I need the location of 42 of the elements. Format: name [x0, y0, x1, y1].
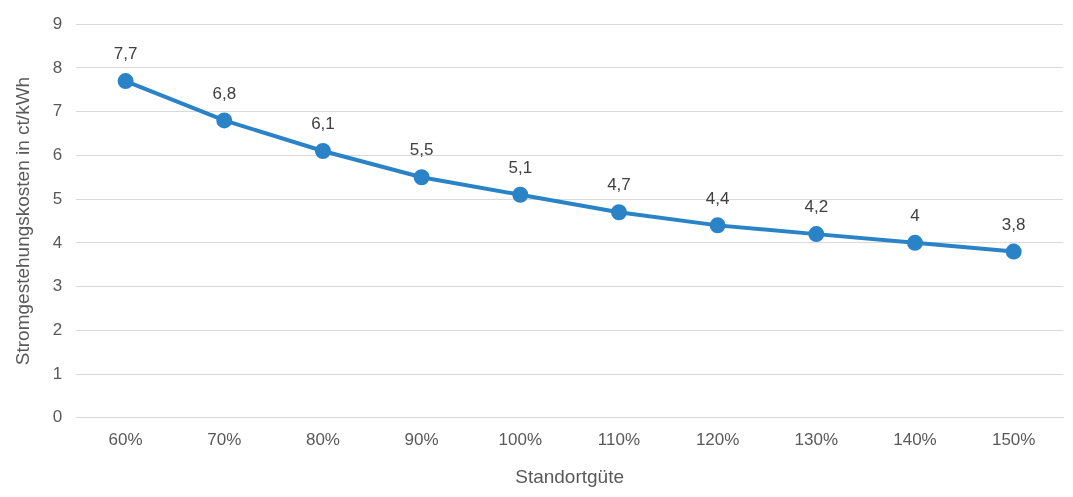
y-tick-label: 8	[52, 57, 63, 77]
point	[709, 217, 726, 234]
data-label: 5,1	[508, 157, 533, 177]
x-tick-label: 140%	[893, 429, 937, 449]
y-tick-label: 6	[52, 145, 63, 165]
x-tick-label: 150%	[991, 429, 1036, 449]
data-label: 6,8	[212, 83, 237, 103]
data-label: 4,7	[607, 175, 631, 195]
point	[610, 204, 627, 221]
data-label: 3,8	[1001, 214, 1026, 234]
y-tick-label: 3	[52, 276, 63, 296]
point	[117, 73, 134, 90]
point	[314, 143, 331, 160]
x-tick-label: 110%	[597, 429, 641, 449]
data-label: 4,4	[705, 188, 730, 208]
data-label: 4,2	[804, 197, 829, 217]
x-tick-label: 80%	[305, 429, 340, 449]
point	[216, 112, 233, 129]
point	[1005, 243, 1022, 260]
y-tick-label: 0	[52, 407, 63, 427]
point	[512, 186, 529, 203]
data-label: 7,7	[113, 44, 138, 64]
x-tick-label: 100%	[498, 429, 543, 449]
x-axis-title: Standortgüte	[515, 465, 625, 487]
point	[808, 226, 825, 243]
point	[413, 169, 430, 186]
data-label: 5,5	[409, 140, 434, 160]
y-tick-label: 2	[52, 320, 63, 340]
y-tick-label: 1	[52, 363, 63, 383]
x-tick-label: 60%	[108, 429, 143, 449]
x-tick-label: 90%	[404, 429, 439, 449]
data-label: 4	[910, 206, 920, 226]
x-tick-label: 120%	[695, 429, 740, 449]
y-tick-label: 9	[52, 13, 63, 33]
y-tick-label: 7	[52, 101, 63, 121]
point	[906, 234, 923, 251]
x-tick-label: 70%	[207, 429, 242, 449]
x-tick-label: 130%	[794, 429, 839, 449]
data-label: 6,1	[311, 114, 335, 134]
y-axis-title: Stromgestehungskosten in ct/kWh	[11, 76, 33, 366]
y-tick-label: 5	[52, 188, 63, 208]
y-tick-label: 4	[52, 232, 63, 252]
